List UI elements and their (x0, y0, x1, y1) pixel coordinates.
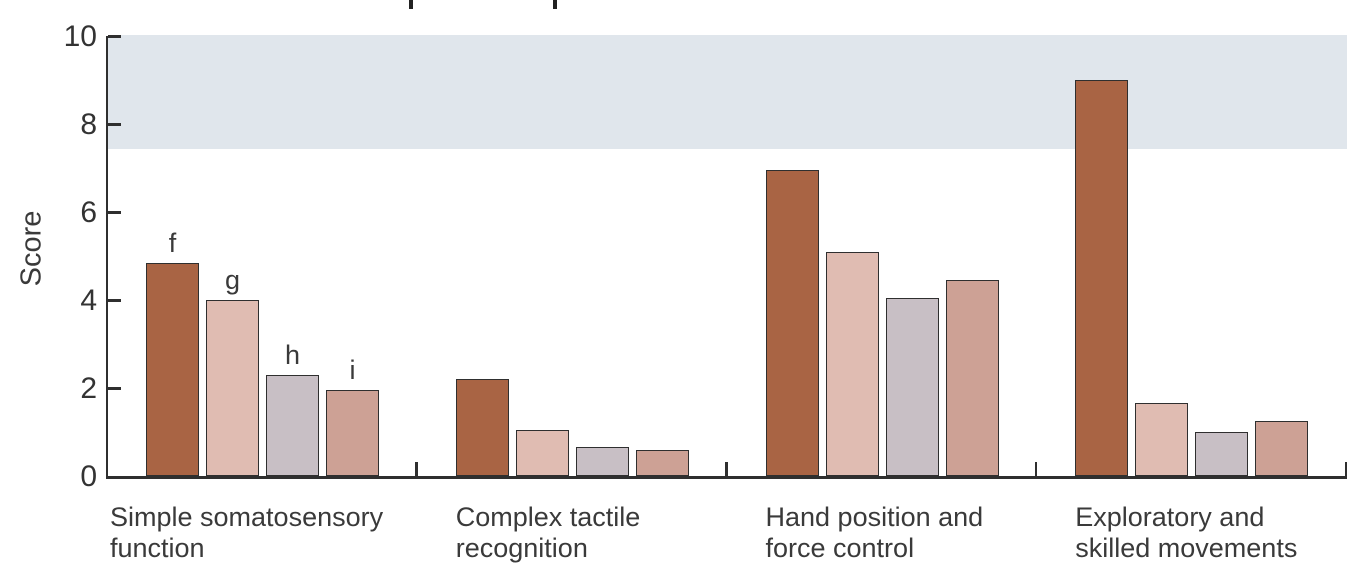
bar-label-g: g (224, 265, 241, 295)
y-axis-tick (108, 123, 121, 126)
x-axis-tick (1034, 462, 1038, 476)
bar-h-group1[interactable] (266, 374, 319, 476)
category-label-3: Hand position and force control (765, 502, 984, 563)
x-axis-tick (725, 462, 728, 476)
bar-g-group3[interactable] (825, 251, 879, 476)
y-axis-line (105, 36, 108, 479)
bar-i-group3[interactable] (945, 280, 999, 476)
bar-f-group1[interactable] (146, 262, 199, 476)
bar-g-group4[interactable] (1135, 403, 1189, 476)
cropped-text-descender (409, 0, 413, 9)
y-axis-tick (108, 35, 121, 38)
category-label-1: Simple somatosensory function (110, 502, 384, 563)
bar-label-f: f (168, 227, 177, 258)
bar-h-group2[interactable] (575, 447, 629, 476)
bar-g-group1[interactable] (206, 300, 259, 476)
bar-f-group3[interactable] (765, 170, 819, 476)
y-axis-tick-label: 10 (63, 20, 97, 53)
y-axis-tick-label: 4 (80, 284, 97, 317)
bar-h-group3[interactable] (885, 297, 939, 476)
bar-g-group2[interactable] (515, 429, 569, 476)
x-axis-line (105, 476, 1347, 479)
bar-h-group4[interactable] (1195, 432, 1249, 476)
y-axis-tick (108, 299, 121, 302)
category-label-4: Exploratory and skilled movements (1075, 502, 1298, 563)
bar-f-group4[interactable] (1075, 80, 1129, 476)
bar-i-group1[interactable] (326, 390, 379, 476)
bar-f-group2[interactable] (455, 379, 509, 476)
bar-i-group4[interactable] (1255, 421, 1309, 476)
x-axis-tick (1344, 462, 1347, 476)
bar-label-i: i (349, 355, 356, 386)
bar-label-h: h (284, 339, 301, 370)
y-axis-tick-label: 6 (80, 196, 97, 229)
category-label-2: Complex tactile recognition (455, 502, 641, 563)
bar-i-group2[interactable] (635, 449, 689, 476)
y-axis-tick-label: 0 (80, 460, 97, 493)
y-axis-tick (108, 387, 121, 390)
cropped-text-descender (553, 0, 557, 9)
shaded-normal-range-band (108, 35, 1347, 150)
x-axis-tick (415, 462, 418, 476)
y-axis-tick (108, 211, 121, 214)
y-axis-tick-label: 8 (80, 108, 97, 141)
y-axis-tick-label: 2 (80, 372, 97, 405)
